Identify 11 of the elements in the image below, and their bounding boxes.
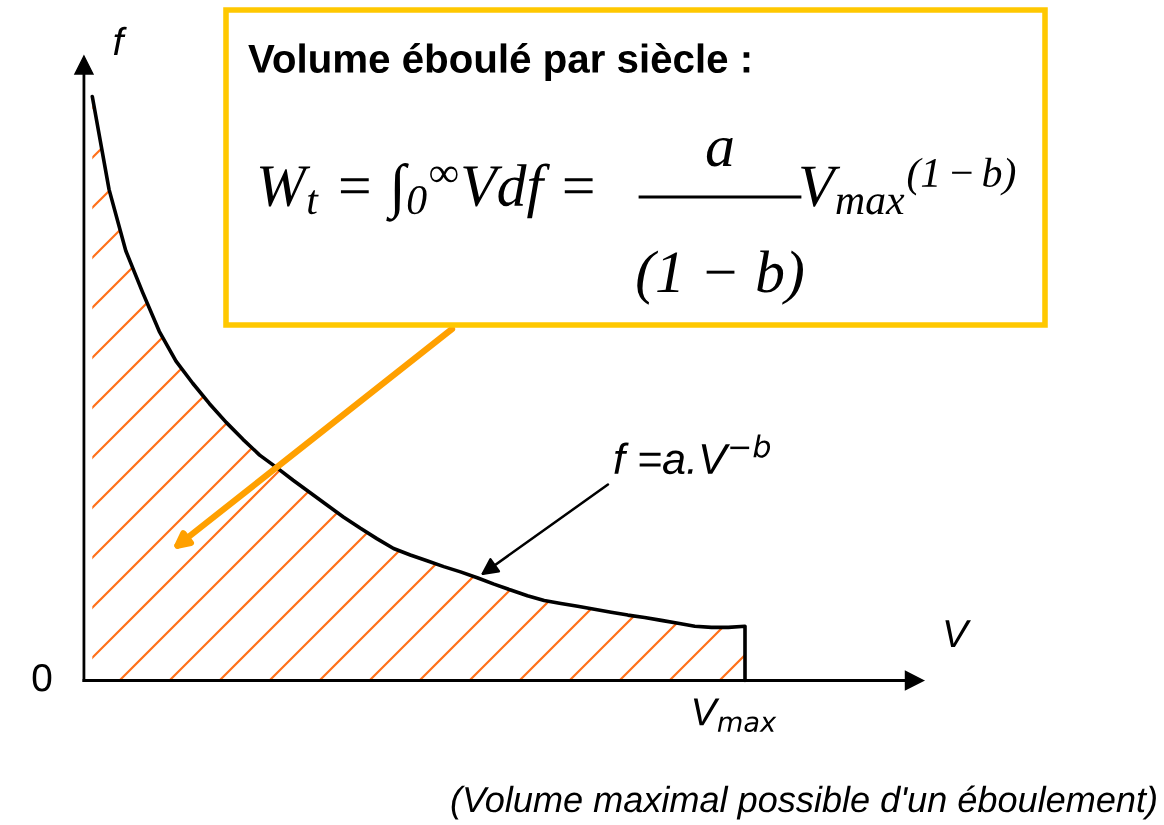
text: Volume éboulé par siècle : xyxy=(248,43,750,81)
text: V$_{max}$$^{(1−b)}$ xyxy=(801,157,1016,215)
annotation: f =a.V$^{−b}$ xyxy=(614,434,771,475)
x-axis-title: V xyxy=(945,620,971,648)
text: V$_{max}$ xyxy=(693,698,777,733)
annotation: a xyxy=(706,137,733,167)
text: (Volume maximal possible d'un éboulement) xyxy=(451,785,1156,820)
annotation: W$_{t}$ = ∫$_{0}$$^{∞}$Vdf = xyxy=(259,163,593,222)
annotation: (1 − b) xyxy=(637,250,803,305)
text: 0 xyxy=(32,663,52,692)
y-axis-title: f xyxy=(113,26,127,56)
